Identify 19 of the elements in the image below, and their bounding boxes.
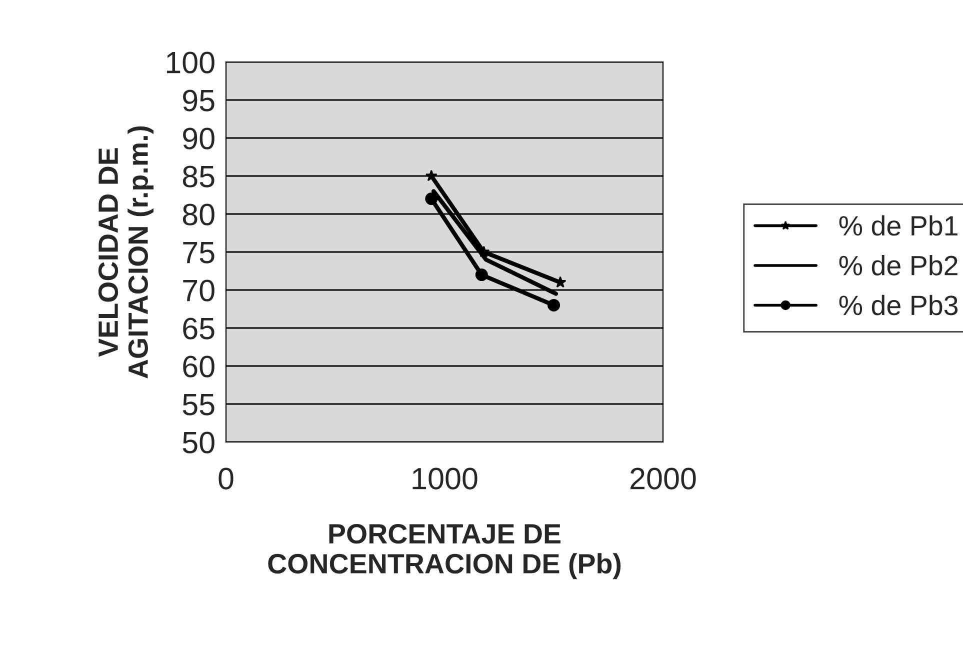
legend-label: % de Pb2 [839,255,958,276]
y-tick-label: 55 [182,394,214,416]
legend-label: % de Pb1 [839,215,958,236]
legend-label: % de Pb3 [839,294,958,316]
x-tick-label: 1000 [412,468,478,490]
x-tick-label: 2000 [630,468,696,490]
y-tick-label: 60 [183,356,214,378]
y-tick-label: 75 [183,242,214,264]
x-tick-label: 0 [218,468,234,490]
y-tick-label: 80 [182,204,214,226]
y-tick-label: 50 [182,432,214,454]
y-tick-label: 85 [182,166,214,188]
y-tick-label: 70 [183,280,214,302]
y-tick-label: 90 [183,128,214,150]
y-axis-title: VELOCIDAD DE AGITACION (r.p.m.) [98,126,154,378]
y-tick-label: 100 [166,52,214,74]
x-axis-title: PORCENTAJE DE CONCENTRACION DE (Pb) [268,524,621,580]
y-tick-label: 65 [183,318,214,340]
y-tick-label: 95 [183,90,214,112]
